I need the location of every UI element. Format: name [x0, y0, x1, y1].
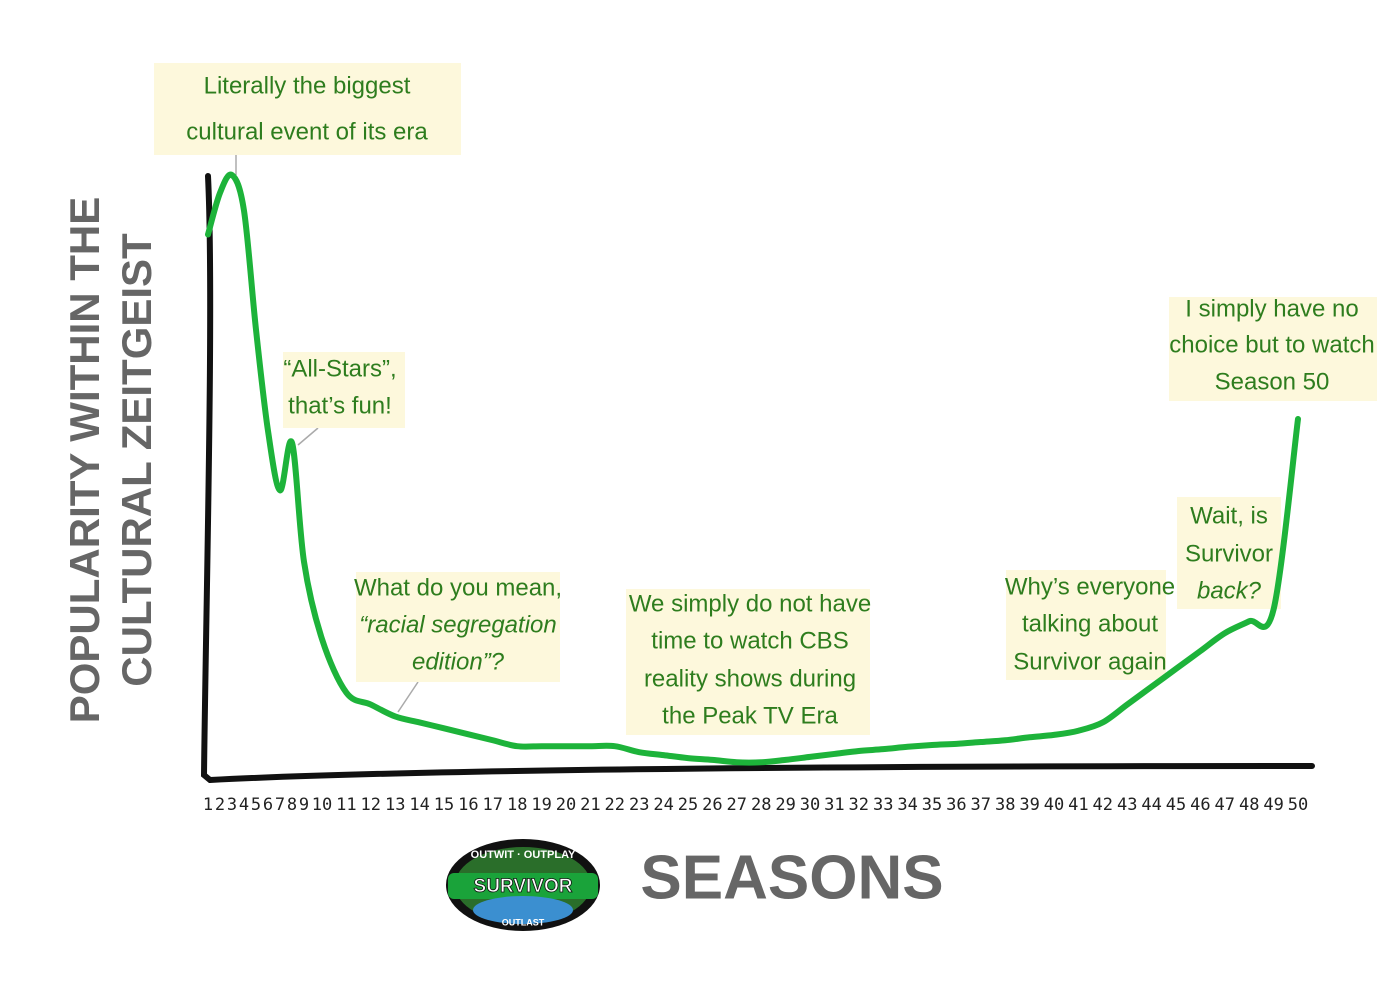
- annotation-text: What do you mean,: [354, 574, 562, 601]
- x-tick-label: 22: [605, 795, 625, 815]
- annotation-box: [1006, 570, 1166, 680]
- x-tick-label: 18: [507, 795, 527, 815]
- annotation-text: time to watch CBS: [651, 627, 848, 654]
- y-label-line: POPULARITY WITHIN THE: [61, 197, 108, 724]
- x-tick-label: 4: [239, 795, 249, 815]
- x-tick-label: 23: [629, 795, 649, 815]
- leader-line: [397, 681, 419, 713]
- x-tick-label: 38: [995, 795, 1015, 815]
- x-tick-label: 13: [385, 795, 405, 815]
- x-tick-label: 3: [227, 795, 237, 815]
- x-tick-label: 32: [849, 795, 869, 815]
- x-tick-label: 29: [775, 795, 795, 815]
- x-tick-label: 28: [751, 795, 771, 815]
- annotation-text: cultural event of its era: [186, 118, 428, 145]
- x-tick-label: 1: [203, 795, 213, 815]
- logo-text: SURVIVOR: [474, 876, 573, 897]
- annotation-text: choice but to watch: [1169, 331, 1374, 358]
- y-label-line: CULTURAL ZEITGEIST: [113, 233, 160, 687]
- x-tick-label: 27: [727, 795, 747, 815]
- x-tick-label: 33: [873, 795, 893, 815]
- annotation-text: We simply do not have: [629, 590, 871, 617]
- annotation: Literally the biggest cultural event of i…: [154, 63, 461, 155]
- x-tick-label: 17: [483, 795, 503, 815]
- x-tick-label: 6: [263, 795, 273, 815]
- annotation-text: I simply have no: [1185, 295, 1358, 322]
- annotation-text: Wait, is: [1190, 502, 1268, 529]
- x-tick-label: 43: [1117, 795, 1137, 815]
- data-line: [205, 171, 1301, 766]
- x-tick-label: 41: [1068, 795, 1088, 815]
- annotation: I simply have no choice but to watch Seaso…: [1169, 295, 1377, 401]
- x-tick-label: 15: [434, 795, 454, 815]
- annotation-box: [1177, 497, 1281, 609]
- x-tick-label: 9: [299, 795, 309, 815]
- x-tick-label: 2: [215, 795, 225, 815]
- x-tick-label: 39: [1019, 795, 1039, 815]
- annotation-text: Why’s everyone: [1005, 573, 1175, 600]
- annotation-text: Survivor: [1185, 540, 1273, 567]
- x-tick-label: 35: [922, 795, 942, 815]
- x-tick-label: 25: [678, 795, 698, 815]
- annotation-text: the Peak TV Era: [662, 702, 838, 729]
- annotation-text: “racial segregation: [359, 611, 556, 638]
- x-tick-label: 11: [336, 795, 356, 815]
- y-axis-label: POPULARITY WITHIN THE CULTURAL ZEITGEIST: [61, 197, 160, 724]
- annotation: Why’s everyone talking about Survivor agai…: [1005, 570, 1175, 680]
- annotation: We simply do not have time to watch CBS re…: [626, 589, 871, 735]
- annotation-text: reality shows during: [644, 665, 856, 692]
- x-tick-label: 49: [1263, 795, 1283, 815]
- x-tick-label: 44: [1141, 795, 1161, 815]
- x-tick-label: 36: [946, 795, 966, 815]
- x-tick-label: 24: [653, 795, 673, 815]
- annotation: Wait, is Survivor back?: [1177, 497, 1281, 609]
- x-tick-label: 46: [1190, 795, 1210, 815]
- logo-text: OUTLAST: [502, 917, 545, 927]
- logo-text: OUTWIT · OUTPLAY: [471, 849, 576, 861]
- annotation-text: back?: [1197, 577, 1262, 604]
- x-tick-label: 31: [824, 795, 844, 815]
- x-tick-label: 10: [312, 795, 332, 815]
- axes: [200, 173, 1315, 784]
- x-tick-label: 34: [897, 795, 917, 815]
- logo: OUTWIT · OUTPLAY SURVIVOR OUTLAST: [446, 839, 600, 931]
- x-tick-label: 48: [1239, 795, 1259, 815]
- annotation-text: Season 50: [1215, 368, 1330, 395]
- annotation-box: [283, 352, 405, 428]
- x-tick-label: 5: [251, 795, 261, 815]
- x-tick-label: 40: [1044, 795, 1064, 815]
- x-tick-label: 21: [580, 795, 600, 815]
- annotation-text: talking about: [1022, 610, 1158, 637]
- x-tick-label: 26: [702, 795, 722, 815]
- annotation-box: [626, 589, 870, 735]
- x-tick-label: 30: [800, 795, 820, 815]
- annotation-text: that’s fun!: [288, 392, 392, 419]
- annotation-text: Survivor again: [1013, 648, 1166, 675]
- annotation-text: Literally the biggest: [204, 72, 411, 99]
- annotation-box: [154, 63, 461, 155]
- x-tick-label: 7: [275, 795, 285, 815]
- x-tick-label: 50: [1288, 795, 1308, 815]
- x-tick-label: 12: [361, 795, 381, 815]
- x-tick-label: 47: [1215, 795, 1235, 815]
- annotation: “All-Stars”, that’s fun!: [283, 352, 405, 428]
- x-tick-label: 19: [531, 795, 551, 815]
- x-tick-label: 14: [409, 795, 429, 815]
- x-tick-label: 45: [1166, 795, 1186, 815]
- annotation-text: “All-Stars”,: [283, 355, 396, 382]
- annotation-text: edition”?: [412, 648, 505, 675]
- annotation-box: [1169, 297, 1377, 401]
- x-tick-label: 8: [287, 795, 297, 815]
- x-axis-label: SEASONS: [640, 843, 943, 912]
- annotation: What do you mean, “racial segregation edit…: [354, 572, 562, 682]
- x-tick-label: 16: [458, 795, 478, 815]
- x-tick-label: 42: [1093, 795, 1113, 815]
- annotation-box: [356, 572, 560, 682]
- x-tick-label: 20: [556, 795, 576, 815]
- leader-line: [297, 427, 319, 446]
- x-tick-label: 37: [971, 795, 991, 815]
